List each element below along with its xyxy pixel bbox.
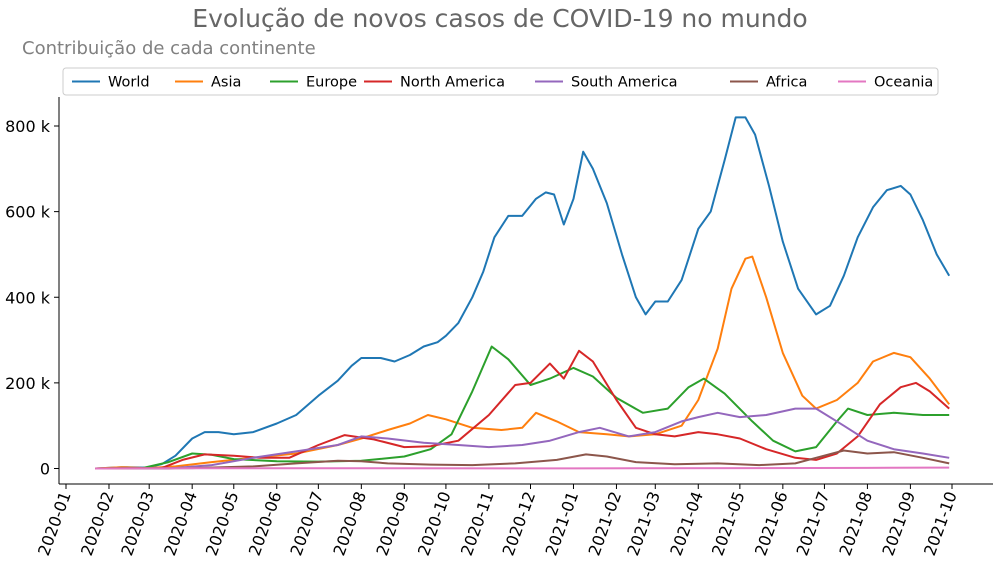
axes: [58, 97, 993, 485]
series-layer: [95, 116, 951, 470]
legend-label-oceania: Oceania: [874, 75, 933, 91]
x-tick-label: 2021-04: [666, 489, 707, 558]
x-tick-label: 2021-05: [708, 489, 749, 558]
series-line-europe: [95, 345, 950, 470]
legend: World Asia Europe North America South Americ…: [62, 67, 939, 96]
y-ticks: 0 200 k 400 k 600 k 800 k: [5, 117, 59, 479]
x-tick-label: 2020-08: [329, 489, 370, 558]
x-ticks: 2020-01 2020-02 2020-03 2020-04 2020-05 2020-…: [34, 484, 961, 558]
legend-label-africa: Africa: [766, 75, 807, 91]
y-tick-label: 200 k: [5, 374, 51, 393]
x-tick-label: 2021-07: [792, 489, 833, 558]
legend-label-south-america: South America: [571, 75, 678, 91]
x-tick-label: 2020-06: [245, 489, 286, 558]
x-tick-label: 2020-05: [202, 489, 243, 558]
x-tick-label: 2021-06: [751, 489, 792, 558]
x-tick-label: 2021-03: [623, 489, 664, 558]
series-line-asia: [95, 255, 950, 470]
legend-label-asia: Asia: [211, 75, 241, 91]
y-tick-label: 600 k: [5, 203, 51, 222]
series-line-oceania: [95, 466, 950, 470]
legend-label-north-america: North America: [400, 75, 505, 91]
legend-frame: [62, 67, 939, 96]
y-tick-label: 0: [40, 460, 50, 479]
x-tick-label: 2020-09: [372, 489, 413, 558]
x-tick-label: 2020-02: [77, 489, 118, 558]
chart-title: Evolução de novos casos de COVID-19 no m…: [192, 4, 807, 33]
x-tick-label: 2020-12: [499, 489, 540, 558]
x-tick-label: 2021-01: [542, 489, 583, 558]
x-tick-label: 2021-09: [878, 489, 919, 558]
y-tick-label: 800 k: [5, 117, 51, 136]
series-line-africa: [95, 449, 950, 470]
x-tick-label: 2020-04: [160, 489, 201, 558]
x-tick-label: 2020-01: [34, 489, 75, 558]
chart-subtitle: Contribuição de cada continente: [22, 38, 316, 59]
x-tick-label: 2021-02: [584, 489, 625, 558]
series-line-south-america: [95, 407, 950, 470]
x-tick-label: 2020-07: [286, 489, 327, 558]
legend-label-world: World: [108, 75, 150, 91]
legend-label-europe: Europe: [306, 75, 357, 91]
series-line-world: [95, 116, 951, 470]
y-tick-label: 400 k: [5, 288, 51, 307]
x-tick-label: 2020-11: [457, 489, 498, 558]
x-tick-label: 2021-08: [835, 489, 876, 558]
series-line-north-america: [95, 349, 950, 470]
x-tick-label: 2020-10: [414, 489, 455, 558]
x-tick-label: 2021-10: [920, 489, 961, 558]
x-tick-label: 2020-03: [117, 489, 158, 558]
